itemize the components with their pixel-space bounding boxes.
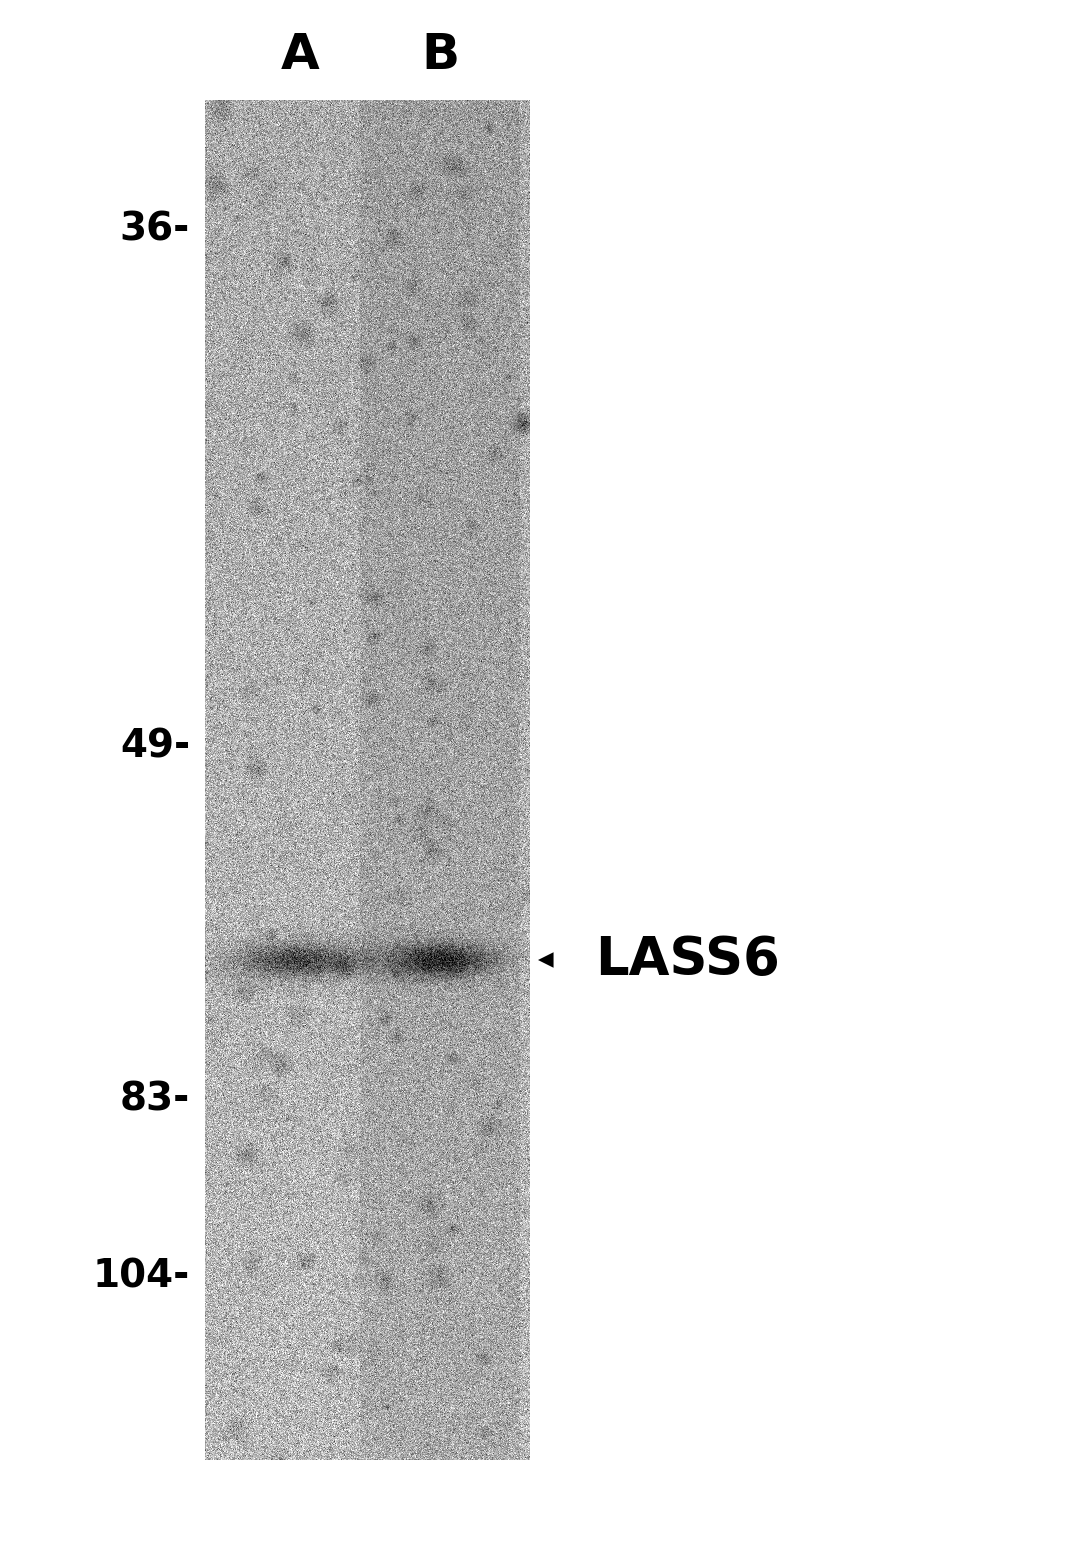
Text: 49-: 49-	[120, 727, 190, 765]
Text: 83-: 83-	[120, 1081, 190, 1118]
Text: B: B	[421, 31, 459, 80]
Text: 104-: 104-	[93, 1257, 190, 1295]
Text: 36-: 36-	[120, 210, 190, 249]
Text: LASS6: LASS6	[595, 934, 780, 985]
Text: A: A	[281, 31, 320, 80]
